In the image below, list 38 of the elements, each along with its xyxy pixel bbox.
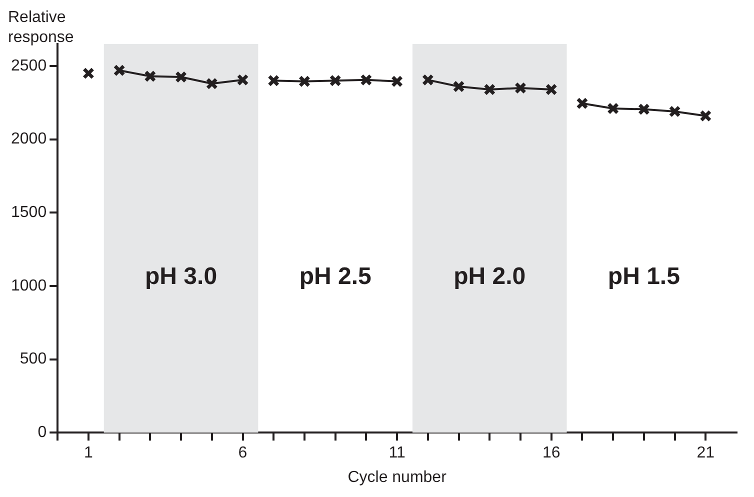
y-tick-label: 2500 [11,57,47,74]
annotation: pH 1.5 [608,262,680,290]
point [576,97,588,110]
point [236,74,249,86]
point [113,64,126,76]
x-tick-label: 16 [542,444,560,462]
point [82,67,94,80]
point [452,80,465,93]
annotation: pH 3.0 [145,262,218,290]
y-tick-label: 2000 [11,130,47,148]
point [700,110,712,122]
x-tick-label: 21 [696,444,715,462]
point [268,74,280,87]
point [206,78,218,90]
point [360,74,372,86]
point [329,74,342,87]
y-tick-label: 1000 [11,277,47,294]
point [607,102,620,115]
x-tick-label: 11 [388,444,406,462]
x-axis-title: Cycle number [348,468,448,486]
y-tick-label: 500 [20,350,47,368]
x-tick-label: 6 [238,444,248,462]
x-tick-label: 1 [84,444,93,462]
point [298,75,310,88]
point [514,82,526,94]
point [422,74,434,86]
point [638,103,650,116]
annotation: pH 2.5 [299,262,372,290]
point [545,83,558,96]
point [668,105,681,118]
point [484,83,496,96]
y-tick-label: 0 [38,424,47,442]
y-tick-label: 1500 [11,204,47,222]
point [175,71,188,83]
point [144,70,156,82]
point [391,75,404,88]
y-axis-title: Relative response [8,9,74,46]
annotation: pH 2.0 [454,262,526,290]
